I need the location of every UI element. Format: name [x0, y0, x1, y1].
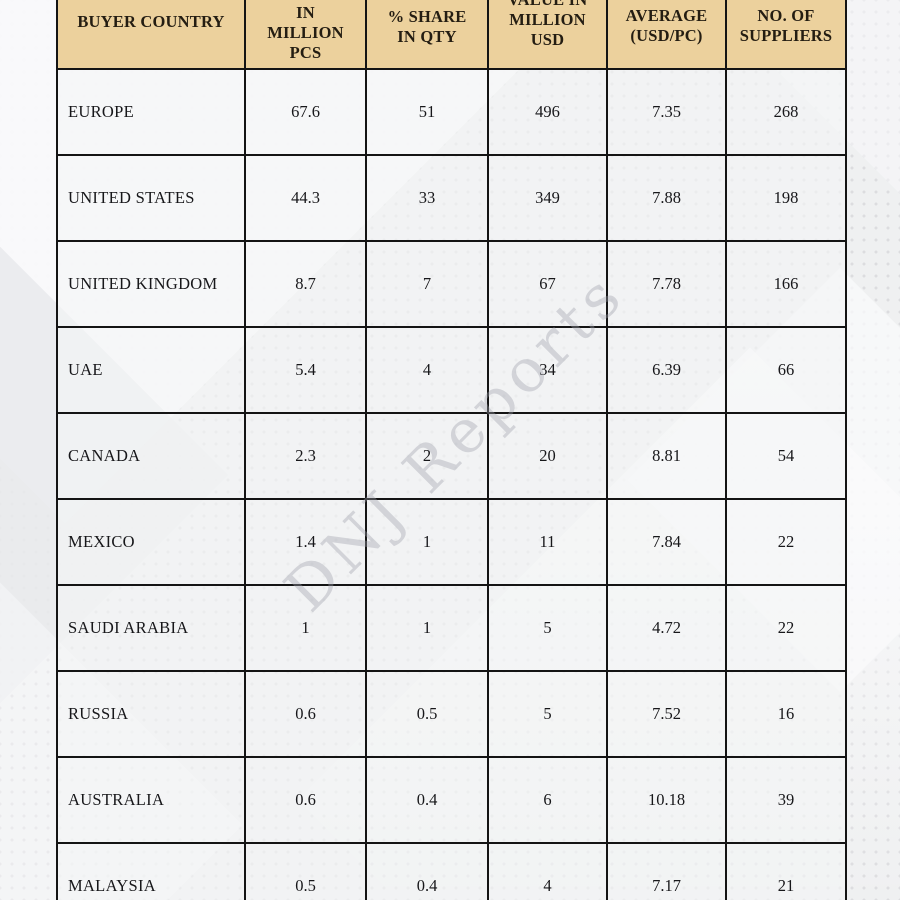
- value-cell: 0.6: [244, 756, 367, 844]
- value-cell: 10.18: [606, 756, 727, 844]
- value-cell: 7: [365, 240, 489, 328]
- header-label: % SHARE IN QTY: [387, 7, 467, 46]
- country-cell: CANADA: [56, 412, 246, 500]
- value-cell: 54: [725, 412, 847, 500]
- country-cell: MEXICO: [56, 498, 246, 586]
- value-cell: 67: [487, 240, 608, 328]
- value-cell: 44.3: [244, 154, 367, 242]
- value-cell: 51: [365, 68, 489, 156]
- header-average-usd-per-pc: AVERAGE (USD/PC): [606, 0, 727, 70]
- value-cell: 1.4: [244, 498, 367, 586]
- value-cell: 7.52: [606, 670, 727, 758]
- value-cell: 349: [487, 154, 608, 242]
- country-cell: UNITED KINGDOM: [56, 240, 246, 328]
- value-cell: 4: [487, 842, 608, 900]
- table-row: UNITED KINGDOM 8.7 7 67 7.78 166: [56, 240, 847, 328]
- value-cell: 1: [244, 584, 367, 672]
- value-cell: 16: [725, 670, 847, 758]
- table-row: CANADA 2.3 2 20 8.81 54: [56, 412, 847, 500]
- header-share-in-qty: % SHARE IN QTY: [365, 0, 489, 70]
- table-row: SAUDI ARABIA 1 1 5 4.72 22: [56, 584, 847, 672]
- value-cell: 34: [487, 326, 608, 414]
- value-cell: 0.4: [365, 842, 489, 900]
- value-cell: 0.4: [365, 756, 489, 844]
- value-cell: 21: [725, 842, 847, 900]
- value-cell: 198: [725, 154, 847, 242]
- table-row: MEXICO 1.4 1 11 7.84 22: [56, 498, 847, 586]
- table-row: UNITED STATES 44.3 33 349 7.88 198: [56, 154, 847, 242]
- value-cell: 66: [725, 326, 847, 414]
- value-cell: 7.88: [606, 154, 727, 242]
- table-row: RUSSIA 0.6 0.5 5 7.52 16: [56, 670, 847, 758]
- value-cell: 5: [487, 670, 608, 758]
- value-cell: 20: [487, 412, 608, 500]
- value-cell: 22: [725, 584, 847, 672]
- value-cell: 8.7: [244, 240, 367, 328]
- value-cell: 39: [725, 756, 847, 844]
- value-cell: 1: [365, 498, 489, 586]
- value-cell: 166: [725, 240, 847, 328]
- header-label: AVERAGE (USD/PC): [625, 6, 708, 45]
- country-cell: MALAYSIA: [56, 842, 246, 900]
- header-qty-in-million-pcs: IN MILLION PCS: [244, 0, 367, 70]
- country-cell: EUROPE: [56, 68, 246, 156]
- table-row: AUSTRALIA 0.6 0.4 6 10.18 39: [56, 756, 847, 844]
- header-no-of-suppliers: NO. OF SUPPLIERS: [725, 0, 847, 70]
- value-cell: 7.84: [606, 498, 727, 586]
- value-cell: 5.4: [244, 326, 367, 414]
- table-row: MALAYSIA 0.5 0.4 4 7.17 21: [56, 842, 847, 900]
- value-cell: 4.72: [606, 584, 727, 672]
- buyer-country-table: BUYER COUNTRY IN MILLION PCS % SHARE IN …: [56, 0, 847, 900]
- table-row: EUROPE 67.6 51 496 7.35 268: [56, 68, 847, 156]
- value-cell: 1: [365, 584, 489, 672]
- country-cell: UAE: [56, 326, 246, 414]
- value-cell: 7.17: [606, 842, 727, 900]
- table-row: UAE 5.4 4 34 6.39 66: [56, 326, 847, 414]
- header-buyer-country: BUYER COUNTRY: [56, 0, 246, 70]
- value-cell: 22: [725, 498, 847, 586]
- country-cell: SAUDI ARABIA: [56, 584, 246, 672]
- value-cell: 8.81: [606, 412, 727, 500]
- value-cell: 5: [487, 584, 608, 672]
- value-cell: 0.6: [244, 670, 367, 758]
- value-cell: 7.78: [606, 240, 727, 328]
- header-row: BUYER COUNTRY IN MILLION PCS % SHARE IN …: [56, 0, 847, 70]
- value-cell: 0.5: [365, 670, 489, 758]
- value-cell: 496: [487, 68, 608, 156]
- country-cell: UNITED STATES: [56, 154, 246, 242]
- value-cell: 0.5: [244, 842, 367, 900]
- table-body: EUROPE 67.6 51 496 7.35 268 UNITED STATES 44.3 3…: [56, 68, 847, 900]
- country-cell: RUSSIA: [56, 670, 246, 758]
- value-cell: 33: [365, 154, 489, 242]
- value-cell: 2: [365, 412, 489, 500]
- value-cell: 6.39: [606, 326, 727, 414]
- value-cell: 268: [725, 68, 847, 156]
- header-label: VALUE IN MILLION USD: [508, 0, 588, 49]
- value-cell: 67.6: [244, 68, 367, 156]
- value-cell: 11: [487, 498, 608, 586]
- header-label: NO. OF SUPPLIERS: [739, 6, 833, 45]
- value-cell: 7.35: [606, 68, 727, 156]
- header-label: IN MILLION PCS: [267, 3, 344, 62]
- header-label: BUYER COUNTRY: [77, 12, 225, 31]
- value-cell: 6: [487, 756, 608, 844]
- value-cell: 4: [365, 326, 489, 414]
- country-cell: AUSTRALIA: [56, 756, 246, 844]
- value-cell: 2.3: [244, 412, 367, 500]
- header-value-in-million-usd: VALUE IN MILLION USD: [487, 0, 608, 70]
